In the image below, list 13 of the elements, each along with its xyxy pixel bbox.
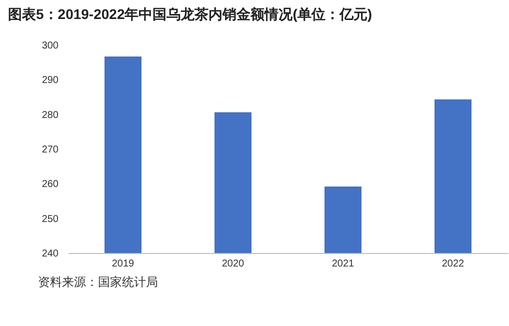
y-tick-label: 240	[42, 248, 59, 260]
chart-title: 图表5：2019-2022年中国乌龙茶内销金额情况(单位：亿元)	[8, 6, 372, 22]
y-tick-label: 250	[42, 214, 59, 225]
x-tick-label: 2022	[442, 258, 465, 270]
x-tick-label: 2019	[112, 258, 135, 270]
y-tick-label: 300	[42, 40, 59, 52]
y-tick-label: 290	[42, 75, 59, 86]
y-tick-label: 280	[42, 110, 59, 121]
x-tick-label: 2020	[222, 258, 245, 270]
x-tick-label: 2021	[332, 258, 355, 270]
y-tick-label: 260	[42, 179, 59, 190]
y-tick-label: 270	[42, 144, 59, 156]
text: 资料来源：国家统计局	[38, 275, 158, 289]
